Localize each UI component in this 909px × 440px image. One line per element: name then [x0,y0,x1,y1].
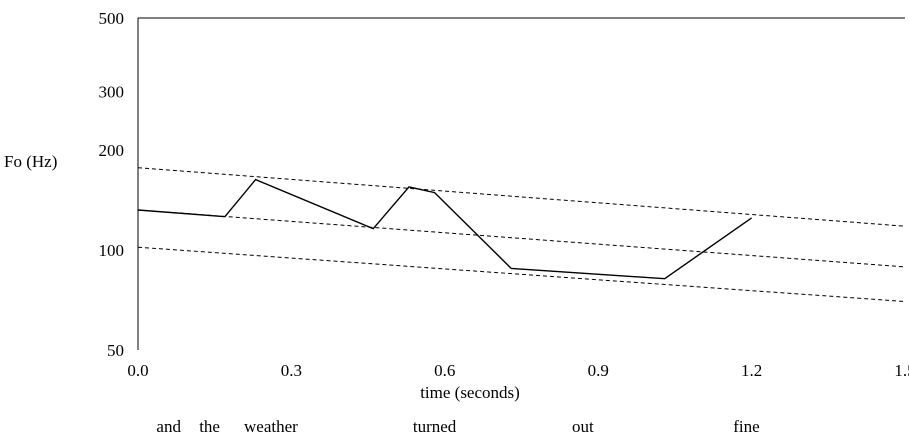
y-tick-label: 50 [107,341,124,360]
x-tick-label: 0.3 [281,361,302,380]
x-tick-label: 0.6 [434,361,455,380]
declination-line [138,247,905,301]
x-tick-label: 1.2 [741,361,762,380]
x-tick-label: 0.9 [588,361,609,380]
declination-line [138,168,905,227]
fo-contour-line [138,180,752,279]
word-label: weather [244,417,298,436]
word-label: and [156,417,181,436]
x-tick-label: 0.0 [127,361,148,380]
declination-line [138,210,905,267]
word-label: turned [413,417,457,436]
word-label: fine [733,417,759,436]
y-axis-label: Fo (Hz) [4,152,57,171]
word-label: out [572,417,594,436]
x-tick-label: 1.5 [894,361,909,380]
x-axis-label: time (seconds) [420,383,520,402]
y-tick-label: 500 [99,9,125,28]
y-tick-label: 100 [99,241,125,260]
y-tick-label: 300 [99,83,125,102]
y-tick-label: 200 [99,141,125,160]
word-label: the [199,417,220,436]
